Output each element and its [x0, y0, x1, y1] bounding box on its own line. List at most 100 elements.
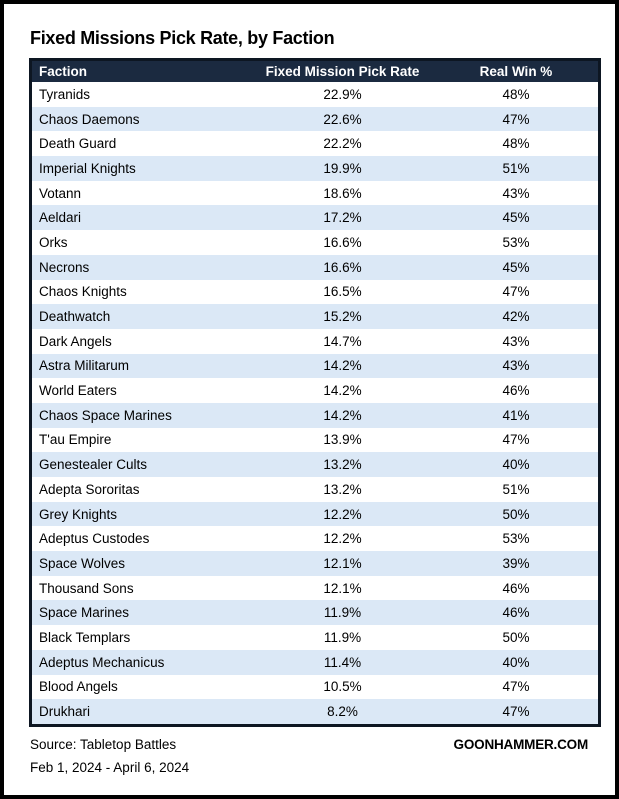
- faction-cell: Dark Angels: [30, 328, 251, 354]
- table-row: Grey Knights 12.2% 50%: [30, 501, 600, 527]
- table-row: Death Guard 22.2% 48%: [30, 131, 600, 157]
- pick-rate-cell: 17.2%: [251, 205, 434, 231]
- column-header-pick-rate: Fixed Mission Pick Rate: [251, 59, 434, 82]
- table-row: Black Templars 11.9% 50%: [30, 625, 600, 650]
- faction-cell: Genestealer Cults: [30, 452, 251, 477]
- faction-cell: Chaos Daemons: [30, 106, 251, 132]
- pick-rate-cell: 14.2%: [251, 353, 434, 379]
- pick-rate-cell: 15.2%: [251, 304, 434, 329]
- pick-rate-cell: 11.4%: [251, 649, 434, 675]
- faction-table: Faction Fixed Mission Pick Rate Real Win…: [29, 58, 601, 727]
- win-rate-cell: 46%: [434, 600, 600, 626]
- win-rate-cell: 47%: [434, 279, 600, 305]
- table-row: Adeptus Mechanicus 11.4% 40%: [30, 649, 600, 675]
- win-rate-cell: 53%: [434, 230, 600, 255]
- faction-cell: Chaos Space Marines: [30, 402, 251, 428]
- win-rate-cell: 51%: [434, 156, 600, 181]
- table-row: Space Wolves 12.1% 39%: [30, 551, 600, 576]
- faction-cell: Drukhari: [30, 699, 251, 726]
- win-rate-cell: 45%: [434, 254, 600, 280]
- faction-cell: Adepta Sororitas: [30, 477, 251, 502]
- pick-rate-cell: 16.6%: [251, 230, 434, 255]
- win-rate-cell: 46%: [434, 575, 600, 601]
- table-row: Blood Angels 10.5% 47%: [30, 674, 600, 700]
- pick-rate-cell: 16.5%: [251, 279, 434, 305]
- table-row: Tyranids 22.9% 48%: [30, 82, 600, 107]
- faction-cell: Black Templars: [30, 625, 251, 650]
- faction-cell: Necrons: [30, 254, 251, 280]
- table-row: Genestealer Cults 13.2% 40%: [30, 452, 600, 477]
- table-row: Orks 16.6% 53%: [30, 230, 600, 255]
- pick-rate-cell: 8.2%: [251, 699, 434, 726]
- pick-rate-cell: 14.2%: [251, 402, 434, 428]
- faction-cell: Imperial Knights: [30, 156, 251, 181]
- win-rate-cell: 47%: [434, 699, 600, 726]
- faction-cell: Blood Angels: [30, 674, 251, 700]
- pick-rate-cell: 14.2%: [251, 378, 434, 403]
- faction-cell: Tyranids: [30, 82, 251, 107]
- win-rate-cell: 50%: [434, 625, 600, 650]
- win-rate-cell: 47%: [434, 427, 600, 453]
- pick-rate-cell: 16.6%: [251, 254, 434, 280]
- win-rate-cell: 40%: [434, 649, 600, 675]
- win-rate-cell: 43%: [434, 328, 600, 354]
- win-rate-cell: 42%: [434, 304, 600, 329]
- table-row: Adepta Sororitas 13.2% 51%: [30, 477, 600, 502]
- column-header-win-rate: Real Win %: [434, 59, 600, 82]
- faction-cell: Chaos Knights: [30, 279, 251, 305]
- win-rate-cell: 48%: [434, 82, 600, 107]
- page-title: Fixed Missions Pick Rate, by Faction: [30, 28, 335, 48]
- win-rate-cell: 41%: [434, 402, 600, 428]
- win-rate-cell: 40%: [434, 452, 600, 477]
- brand-text: GOONHAMMER.COM: [453, 736, 589, 752]
- table-row: Space Marines 11.9% 46%: [30, 600, 600, 626]
- date-range-text: Feb 1, 2024 - April 6, 2024: [30, 759, 190, 775]
- win-rate-cell: 53%: [434, 526, 600, 552]
- pick-rate-cell: 22.6%: [251, 106, 434, 132]
- win-rate-cell: 48%: [434, 131, 600, 157]
- win-rate-cell: 47%: [434, 674, 600, 700]
- pick-rate-cell: 13.2%: [251, 477, 434, 502]
- pick-rate-cell: 13.2%: [251, 452, 434, 477]
- faction-cell: Deathwatch: [30, 304, 251, 329]
- win-rate-cell: 39%: [434, 551, 600, 576]
- table-row: Imperial Knights 19.9% 51%: [30, 156, 600, 181]
- table-row: Aeldari 17.2% 45%: [30, 205, 600, 231]
- table-row: Thousand Sons 12.1% 46%: [30, 575, 600, 601]
- pick-rate-cell: 18.6%: [251, 180, 434, 206]
- win-rate-cell: 43%: [434, 180, 600, 206]
- table-row: T'au Empire 13.9% 47%: [30, 427, 600, 453]
- pick-rate-cell: 19.9%: [251, 156, 434, 181]
- faction-cell: Space Marines: [30, 600, 251, 626]
- pick-rate-cell: 11.9%: [251, 625, 434, 650]
- faction-cell: World Eaters: [30, 378, 251, 403]
- pick-rate-cell: 12.2%: [251, 501, 434, 527]
- pick-rate-cell: 10.5%: [251, 674, 434, 700]
- win-rate-cell: 45%: [434, 205, 600, 231]
- pick-rate-cell: 22.9%: [251, 82, 434, 107]
- faction-cell: Adeptus Mechanicus: [30, 649, 251, 675]
- pick-rate-cell: 12.1%: [251, 551, 434, 576]
- pick-rate-cell: 12.2%: [251, 526, 434, 552]
- faction-cell: Aeldari: [30, 205, 251, 231]
- table-row: Chaos Knights 16.5% 47%: [30, 279, 600, 305]
- win-rate-cell: 50%: [434, 501, 600, 527]
- table-row: Necrons 16.6% 45%: [30, 254, 600, 280]
- pick-rate-cell: 12.1%: [251, 575, 434, 601]
- win-rate-cell: 51%: [434, 477, 600, 502]
- win-rate-cell: 47%: [434, 106, 600, 132]
- table-row: Dark Angels 14.7% 43%: [30, 328, 600, 354]
- column-header-faction: Faction: [30, 59, 251, 82]
- table-row: Adeptus Custodes 12.2% 53%: [30, 526, 600, 552]
- faction-cell: Space Wolves: [30, 551, 251, 576]
- footer: Source: Tabletop Battles GOONHAMMER.COM …: [30, 737, 588, 775]
- faction-cell: Votann: [30, 180, 251, 206]
- win-rate-cell: 46%: [434, 378, 600, 403]
- table-row: Astra Militarum 14.2% 43%: [30, 353, 600, 379]
- faction-cell: Adeptus Custodes: [30, 526, 251, 552]
- faction-cell: T'au Empire: [30, 427, 251, 453]
- table-row: Chaos Space Marines 14.2% 41%: [30, 402, 600, 428]
- table-row: Drukhari 8.2% 47%: [30, 699, 600, 726]
- win-rate-cell: 43%: [434, 353, 600, 379]
- pick-rate-cell: 11.9%: [251, 600, 434, 626]
